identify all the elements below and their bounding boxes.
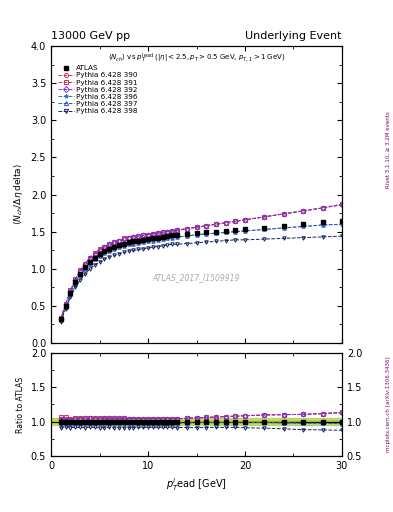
X-axis label: $p_T^l{\rm ead}$ [GeV]: $p_T^l{\rm ead}$ [GeV]: [166, 476, 227, 493]
Bar: [51, 420, 342, 423]
Text: Underlying Event: Underlying Event: [245, 31, 342, 41]
Text: mcplots.cern.ch [arXiv:1306.3436]: mcplots.cern.ch [arXiv:1306.3436]: [386, 357, 391, 452]
Text: Rivet 3.1.10, ≥ 3.2M events: Rivet 3.1.10, ≥ 3.2M events: [386, 112, 391, 188]
Bar: [51, 418, 342, 425]
Text: ATLAS_2017_I1509919: ATLAS_2017_I1509919: [153, 273, 240, 282]
Y-axis label: Ratio to ATLAS: Ratio to ATLAS: [16, 376, 25, 433]
Y-axis label: $\langle N_{ch} / \Delta\eta\,\mathrm{delta}\rangle$: $\langle N_{ch} / \Delta\eta\,\mathrm{de…: [12, 164, 25, 225]
Text: 13000 GeV pp: 13000 GeV pp: [51, 31, 130, 41]
Text: $\langle N_{ch}\rangle$ vs $p_T^{\rm lead}$ ($|\eta| < 2.5, p_T > 0.5$ GeV, $p_{: $\langle N_{ch}\rangle$ vs $p_T^{\rm lea…: [108, 52, 285, 66]
Legend: ATLAS, Pythia 6.428 390, Pythia 6.428 391, Pythia 6.428 392, Pythia 6.428 396, P: ATLAS, Pythia 6.428 390, Pythia 6.428 39…: [58, 65, 139, 115]
